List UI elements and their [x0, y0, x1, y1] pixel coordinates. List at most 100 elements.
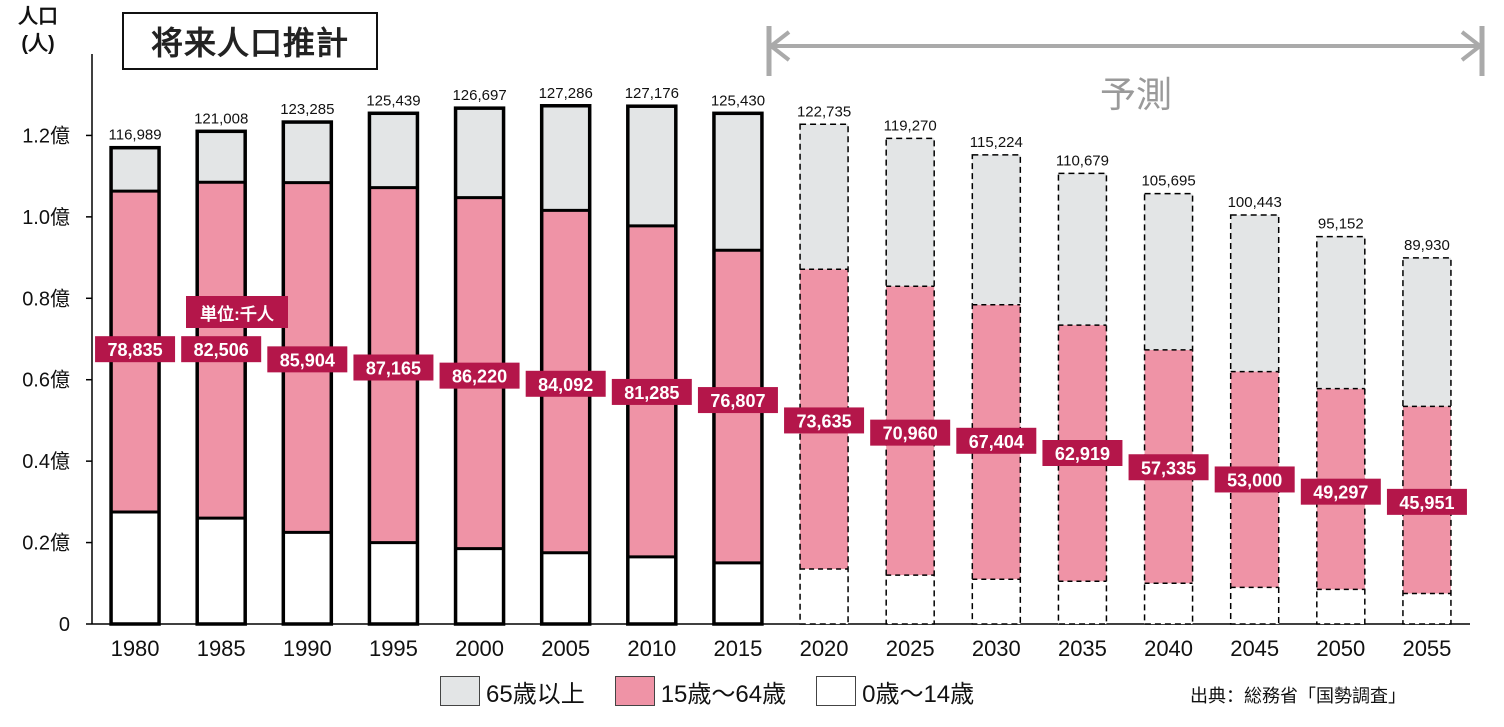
legend-swatch-working: [614, 676, 655, 706]
bar-segment-elderly: [1230, 215, 1279, 372]
bar-2040: 105,695 57,335: [1128, 173, 1209, 625]
forecast-label: 予測: [1100, 74, 1173, 115]
total-label: 110,679: [1056, 152, 1109, 169]
total-label: 122,735: [797, 103, 851, 120]
working-label: 84,092: [538, 375, 593, 395]
working-label-box: [1386, 488, 1467, 515]
bar-2055: 89,930 45,951: [1386, 237, 1467, 625]
bar-segment-elderly: [369, 113, 418, 188]
bar-outline: [195, 129, 247, 626]
bar-1980: 116,989 78,835: [95, 127, 176, 626]
y-axis-title: 人口 (人): [18, 4, 58, 58]
bar-segment-young: [972, 579, 1021, 624]
bar-segment-elderly: [1058, 173, 1107, 326]
working-label-box: [181, 336, 262, 363]
total-label: 126,697: [452, 87, 506, 104]
bar-segment-young: [1402, 593, 1451, 624]
bar-segment-young: [197, 518, 246, 624]
legend-item-working: 15歳～64歳: [614, 674, 786, 709]
bar-segment-young: [369, 542, 418, 624]
x-tick-label: 2040: [1144, 636, 1193, 661]
working-label: 76,807: [710, 391, 765, 411]
forecast-arrow-left-head: [767, 30, 791, 62]
bar-outline: [971, 154, 1022, 625]
legend: 65歳以上 15歳～64歳 0歳～14歳: [440, 674, 1004, 708]
x-tick-label: 2010: [627, 636, 676, 661]
bar-segment-elderly: [1402, 257, 1451, 407]
y-tick-label: 1.2億: [22, 124, 70, 147]
bar-outline: [626, 104, 678, 626]
legend-label-elderly: 65歳以上: [486, 680, 585, 708]
bar-2035: 110,679 62,919: [1042, 152, 1123, 625]
total-label: 95,152: [1318, 216, 1364, 233]
bar-segment-elderly: [283, 122, 332, 183]
working-label: 82,506: [194, 340, 249, 360]
bar-segment-elderly: [713, 113, 762, 251]
working-label-box: [267, 346, 348, 373]
bar-outline: [1229, 214, 1280, 625]
bar-2000: 126,697 86,220: [439, 87, 520, 626]
bar-segment-young: [111, 512, 160, 624]
y-tick-label: 0.4億: [22, 450, 70, 473]
working-label: 53,000: [1227, 470, 1282, 490]
bar-segment-elderly: [111, 147, 160, 192]
bar-segment-young: [713, 562, 762, 624]
working-label: 62,919: [1055, 444, 1110, 464]
x-tick-label: 2020: [800, 636, 849, 661]
bar-1985: 121,008 82,506: [181, 110, 262, 626]
y-tick-label: 0.8億: [22, 287, 70, 310]
bar-2045: 100,443 53,000: [1214, 194, 1295, 625]
working-label-box: [1128, 454, 1209, 481]
legend-swatch-elderly: [440, 676, 480, 706]
working-label-box: [870, 419, 951, 446]
y-tick-label: 0: [59, 614, 70, 636]
legend-swatch-young: [816, 676, 857, 706]
bar-segment-elderly: [800, 124, 849, 270]
unit-note: 単位:千人: [186, 296, 288, 328]
chart-title: 将来人口推計: [122, 12, 378, 70]
working-label: 49,297: [1313, 483, 1368, 503]
x-tick-label: 2025: [886, 636, 935, 661]
legend-item-young: 0歳～14歳: [816, 674, 974, 709]
x-tick-label: 2035: [1058, 636, 1107, 661]
total-label: 123,285: [280, 101, 334, 118]
bar-segment-young: [627, 556, 676, 624]
bar-outline: [712, 111, 764, 626]
working-label-box: [353, 354, 434, 381]
bar-segment-young: [800, 569, 849, 624]
bar-segment-elderly: [886, 138, 935, 287]
y-tick-label: 0.6億: [22, 369, 70, 392]
working-label-box: [956, 427, 1037, 454]
bar-2030: 115,224 67,404: [956, 134, 1037, 625]
x-tick-label: 2005: [541, 636, 590, 661]
y-axis-title-line1: 人口: [18, 6, 58, 28]
working-label-box: [1214, 466, 1295, 493]
working-label-box: [439, 362, 520, 389]
bar-segment-elderly: [972, 154, 1021, 305]
working-label: 86,220: [452, 367, 507, 387]
total-label: 89,930: [1404, 237, 1450, 254]
bar-segment-young: [541, 552, 590, 624]
y-tick-label: 0.2億: [22, 532, 70, 555]
x-tick-label: 2045: [1230, 636, 1279, 661]
working-label-box: [611, 378, 692, 405]
total-label: 127,176: [625, 85, 679, 102]
x-tick-label: 1980: [111, 636, 160, 661]
working-label: 81,285: [624, 383, 679, 403]
x-tick-label: 1985: [197, 636, 246, 661]
working-label-box: [525, 370, 606, 397]
bar-segment-young: [1058, 581, 1107, 624]
working-label: 85,904: [280, 350, 335, 370]
bar-outline: [109, 145, 161, 626]
working-label: 73,635: [797, 411, 852, 431]
bar-outline: [1316, 235, 1366, 625]
source-note: 出典：総務省「国勢調査」: [1190, 686, 1406, 706]
bar-outline: [1143, 192, 1194, 625]
bar-segment-elderly: [455, 108, 504, 198]
bar-outline: [799, 123, 849, 625]
y-axis-title-line2: (人): [21, 33, 55, 55]
x-tick-label: 2050: [1316, 636, 1365, 661]
working-label-box: [1300, 478, 1381, 505]
bar-outline: [885, 137, 935, 625]
total-label: 115,224: [970, 134, 1023, 151]
